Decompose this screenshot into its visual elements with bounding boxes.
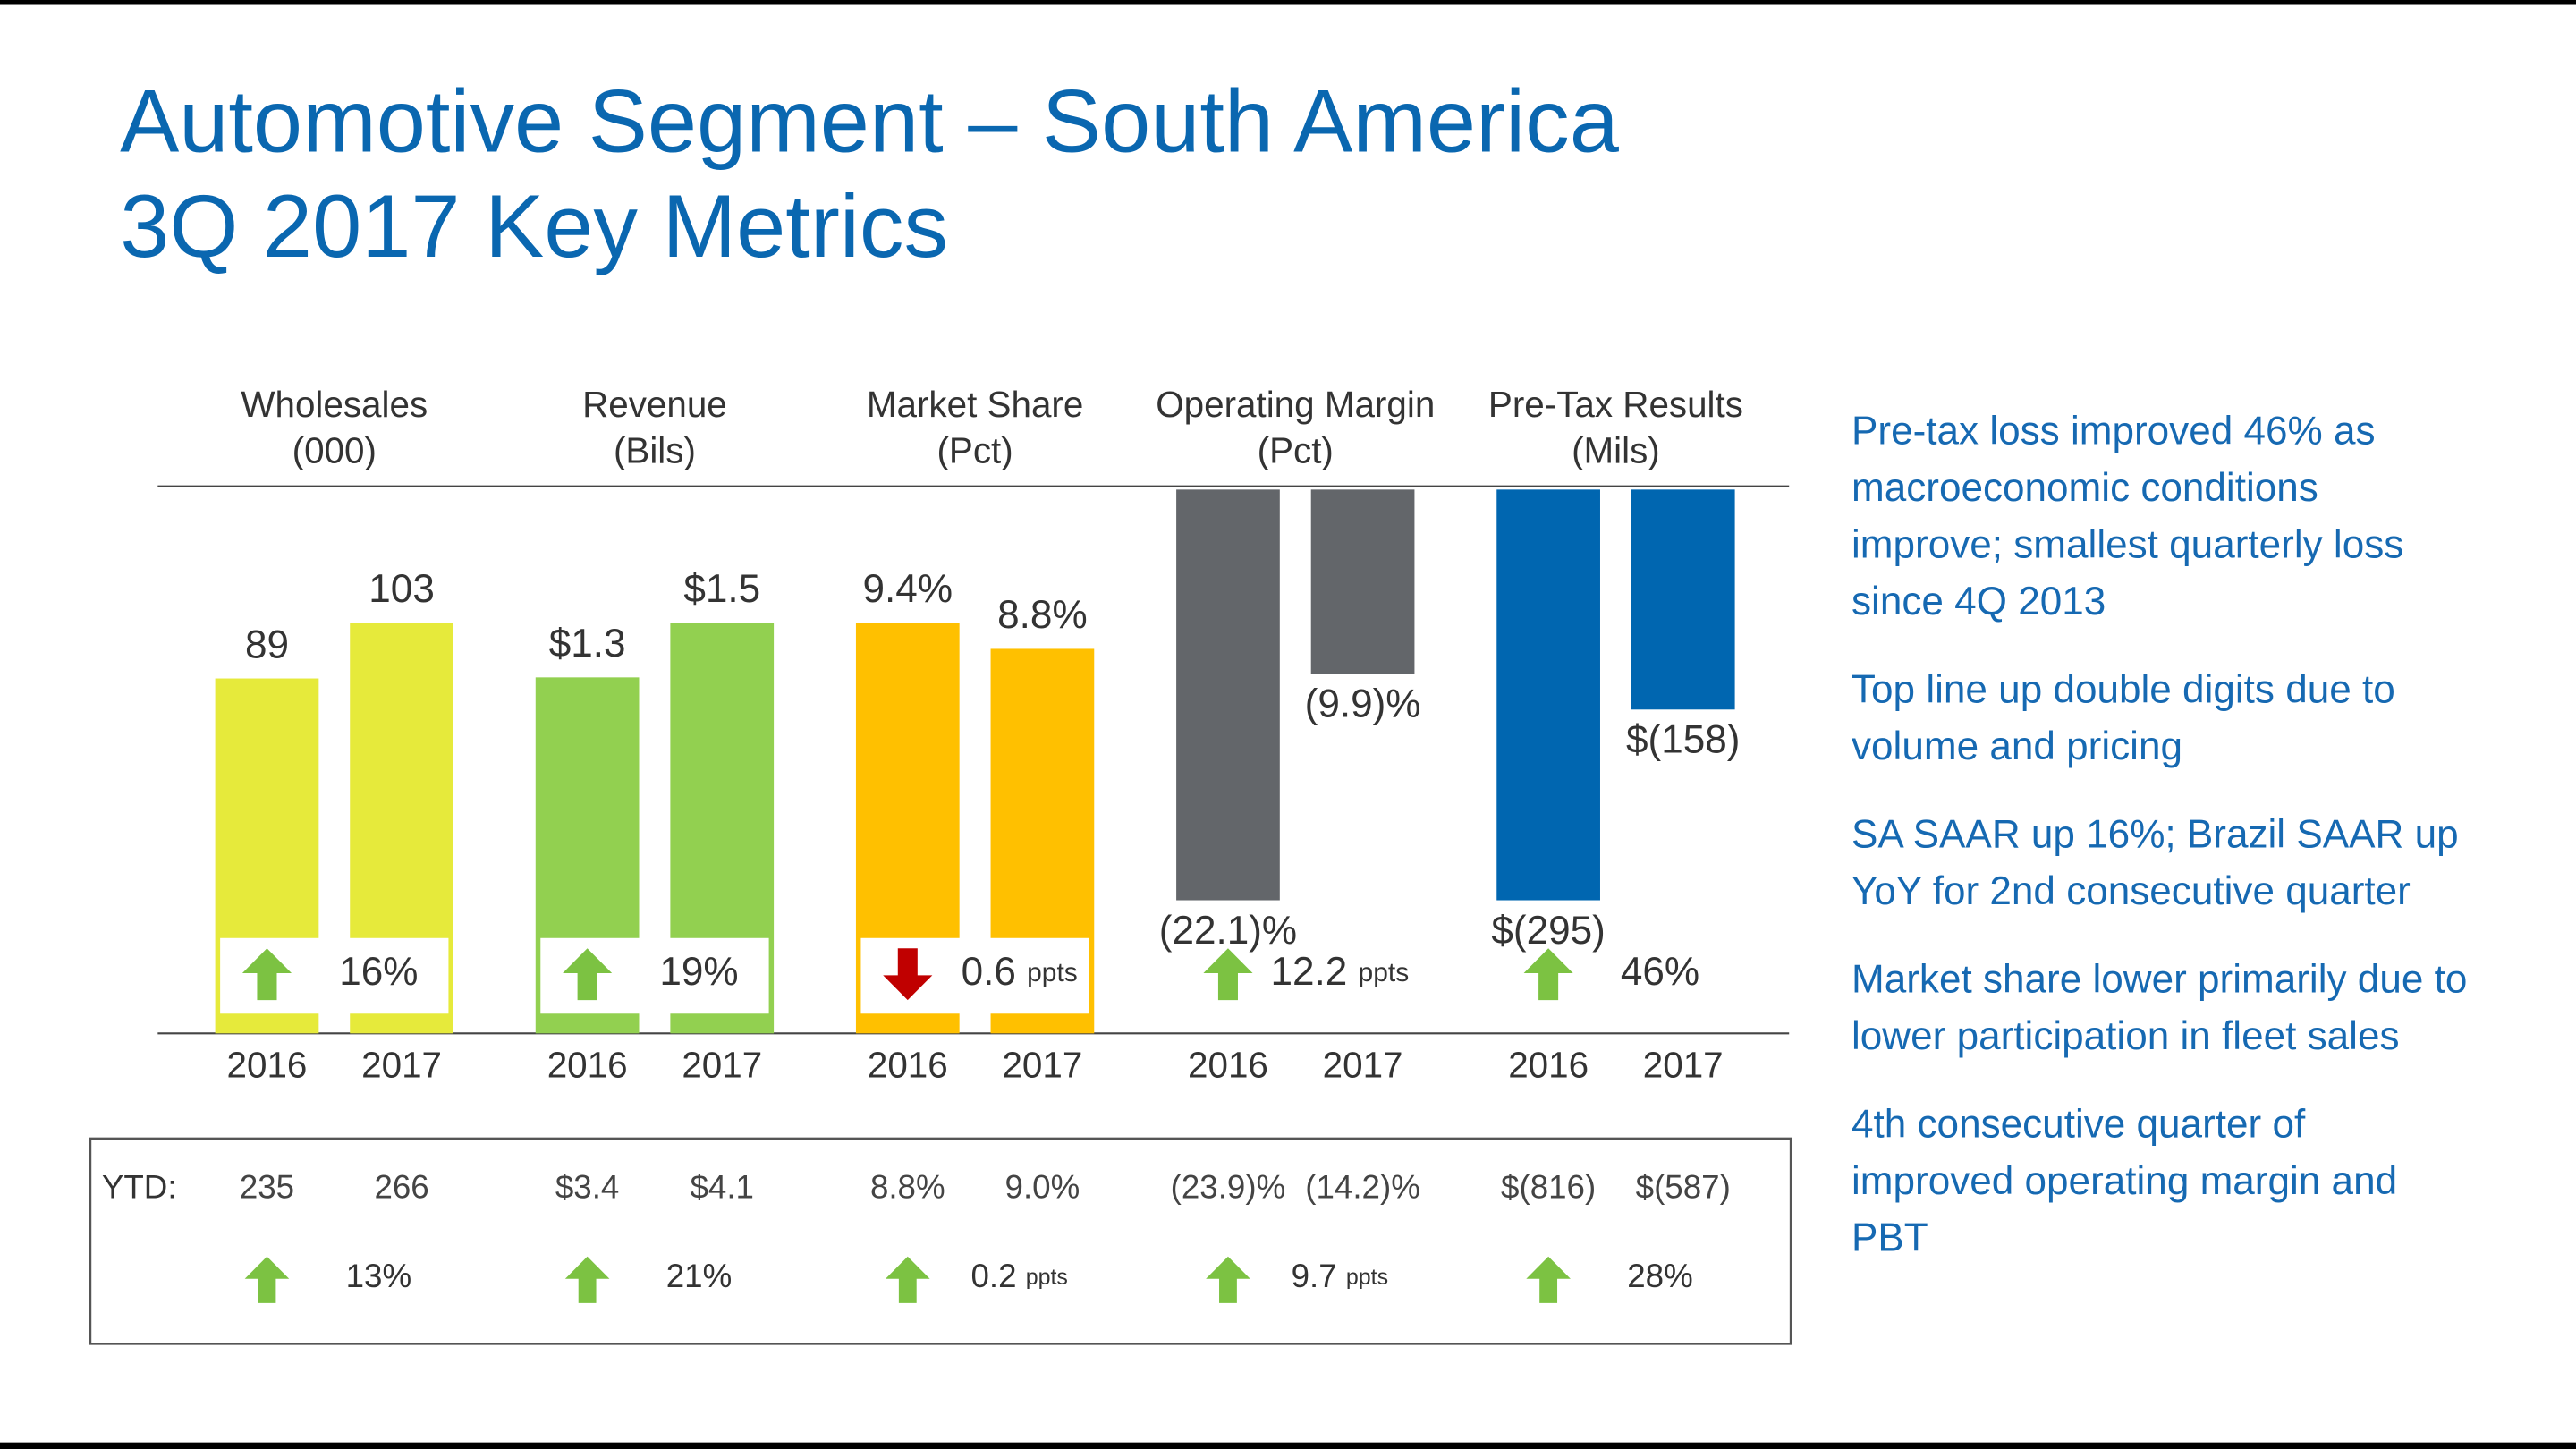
note-line: since 4Q 2013: [1852, 580, 2106, 623]
note-line: improve; smallest quarterly loss: [1852, 523, 2403, 567]
x-tick-label: 2017: [1643, 1045, 1724, 1086]
bar: [1631, 489, 1735, 710]
ytd-box: [89, 1137, 1792, 1345]
change-text: 0.2 ppts: [970, 1258, 1067, 1294]
change-value: 9.7: [1292, 1258, 1337, 1294]
note-line: PBT: [1852, 1216, 1928, 1260]
note-line: Market share lower primarily due to: [1852, 958, 2467, 1002]
change-arrow: [883, 948, 933, 1001]
change-arrow: [1526, 1256, 1571, 1303]
change-arrow: [563, 948, 613, 1001]
value-label: (22.1)%: [1159, 909, 1297, 953]
x-tick-label: 2016: [547, 1045, 628, 1086]
change-text: 46%: [1621, 950, 1699, 994]
value-label: 8.8%: [997, 593, 1087, 637]
change-text: 28%: [1627, 1258, 1693, 1294]
change-unit: ppts: [1026, 1265, 1068, 1290]
change-value: 13%: [346, 1258, 412, 1294]
change-text: 9.7 ppts: [1292, 1258, 1388, 1294]
change-text: 13%: [346, 1258, 412, 1294]
chart-unit: (Bils): [614, 430, 696, 471]
change-value: 19%: [659, 950, 738, 994]
bar: [1310, 489, 1415, 674]
x-tick-label: 2016: [227, 1045, 308, 1086]
ytd-value: (23.9)%: [1171, 1168, 1286, 1205]
value-label: $1.3: [549, 622, 626, 665]
note-line: lower participation in fleet sales: [1852, 1014, 2400, 1058]
note-line: Top line up double digits due to: [1852, 668, 2395, 712]
value-label: 89: [245, 623, 289, 666]
top-border: [0, 0, 2576, 5]
x-tick-label: 2016: [868, 1045, 948, 1086]
change-value: 46%: [1621, 950, 1699, 994]
change-arrow: [564, 1256, 610, 1303]
ytd-value: $(816): [1501, 1168, 1596, 1205]
value-label: (9.9)%: [1305, 682, 1421, 725]
change-arrow: [1523, 948, 1573, 1001]
ytd-value: $4.1: [691, 1168, 754, 1205]
change-arrow: [242, 948, 292, 1001]
change-unit: ppts: [1027, 958, 1078, 987]
chart-unit: (Mils): [1572, 430, 1660, 471]
x-tick-label: 2017: [682, 1045, 762, 1086]
x-tick-label: 2017: [1323, 1045, 1403, 1086]
slide-title: Automotive Segment – South America: [120, 72, 1620, 171]
value-label: 103: [369, 567, 435, 611]
note-line: Pre-tax loss improved 46% as: [1852, 410, 2376, 453]
slide-subtitle: 3Q 2017 Key Metrics: [120, 177, 948, 276]
ytd-value: $(587): [1636, 1168, 1731, 1205]
x-tick-label: 2016: [1508, 1045, 1589, 1086]
chart-title: Revenue: [582, 384, 727, 425]
chart-unit: (Pct): [1258, 430, 1334, 471]
value-label: $(295): [1491, 909, 1605, 953]
change-value: 0.2: [970, 1258, 1016, 1294]
value-label: $(158): [1626, 718, 1740, 762]
value-label: 9.4%: [863, 567, 953, 611]
bar: [1496, 489, 1600, 901]
ytd-value: 8.8%: [870, 1168, 945, 1205]
chart-unit: (000): [292, 430, 377, 471]
change-text: 0.6 ppts: [962, 950, 1078, 994]
change-value: 28%: [1627, 1258, 1693, 1294]
ytd-value: 235: [240, 1168, 294, 1205]
change-text: 12.2 ppts: [1271, 950, 1410, 994]
change-unit: ppts: [1359, 958, 1410, 987]
change-value: 16%: [339, 950, 418, 994]
x-tick-label: 2017: [361, 1045, 442, 1086]
chart-title: Market Share: [867, 384, 1083, 425]
value-label: $1.5: [683, 567, 760, 611]
note-line: 4th consecutive quarter of: [1852, 1103, 2306, 1147]
chart-title: Wholesales: [241, 384, 428, 425]
change-arrow: [1206, 1256, 1250, 1303]
change-unit: ppts: [1346, 1265, 1388, 1290]
x-tick-label: 2016: [1188, 1045, 1268, 1086]
note-line: YoY for 2nd consecutive quarter: [1852, 869, 2411, 913]
ytd-value: (14.2)%: [1305, 1168, 1420, 1205]
bar: [1176, 489, 1280, 901]
chart-unit: (Pct): [936, 430, 1013, 471]
change-text: 21%: [666, 1258, 733, 1294]
chart-title: Operating Margin: [1156, 384, 1435, 425]
x-tick-label: 2017: [1002, 1045, 1082, 1086]
bottom-border: [0, 1442, 2576, 1449]
note-line: SA SAAR up 16%; Brazil SAAR up: [1852, 813, 2459, 857]
change-arrow: [1203, 948, 1253, 1001]
change-text: 16%: [339, 950, 418, 994]
ytd-value: 9.0%: [1005, 1168, 1080, 1205]
note-line: improved operating margin and: [1852, 1159, 2397, 1203]
change-text: 19%: [659, 950, 738, 994]
change-arrow: [886, 1256, 930, 1303]
chart-title: Pre-Tax Results: [1488, 384, 1743, 425]
note-line: macroeconomic conditions: [1852, 466, 2318, 510]
ytd-value: 266: [374, 1168, 428, 1205]
ytd-value: $3.4: [555, 1168, 619, 1205]
change-value: 12.2: [1271, 950, 1348, 994]
change-value: 0.6: [962, 950, 1016, 994]
change-arrow: [244, 1256, 290, 1303]
note-line: volume and pricing: [1852, 724, 2182, 768]
change-value: 21%: [666, 1258, 733, 1294]
ytd-label: YTD:: [102, 1168, 177, 1205]
